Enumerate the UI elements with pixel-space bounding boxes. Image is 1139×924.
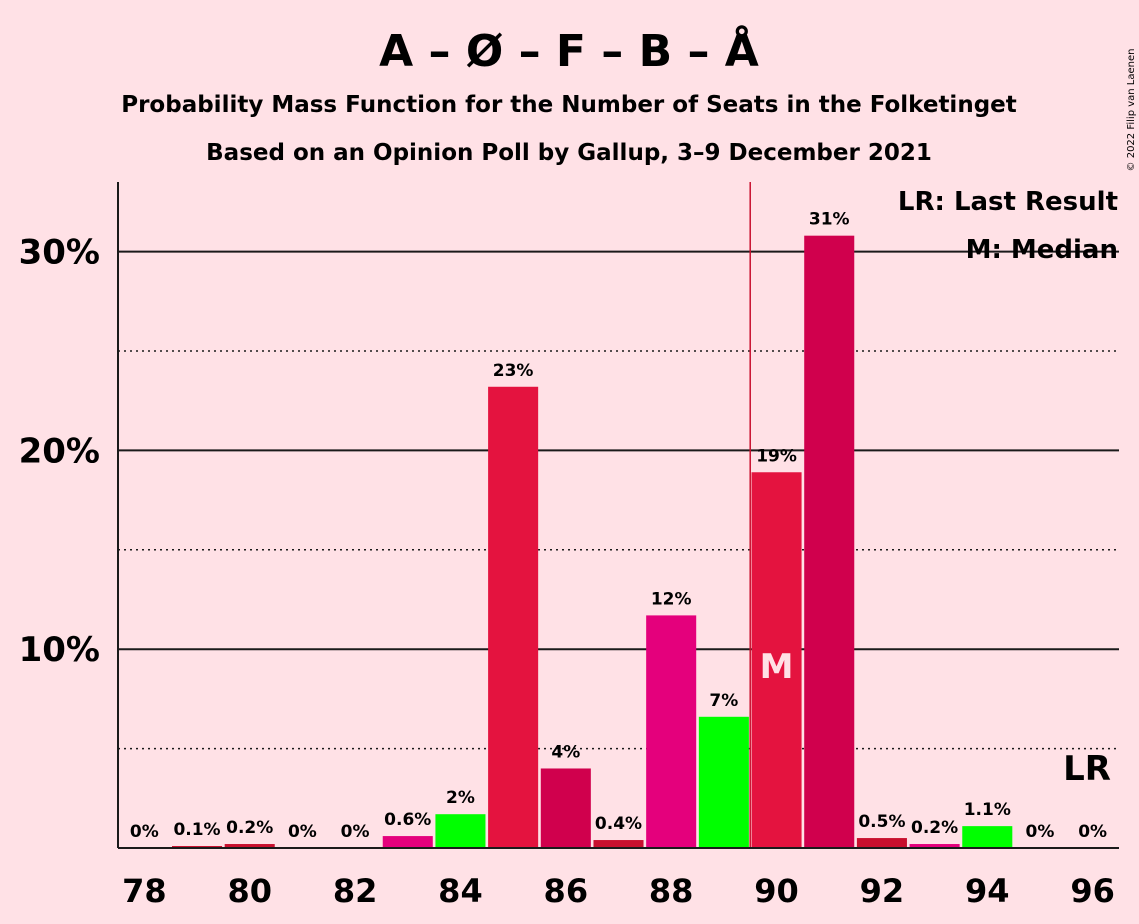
- chart-title: A – Ø – F – B – Å: [379, 24, 759, 77]
- markers: LR M: [749, 182, 1111, 848]
- data-label: 0%: [288, 822, 317, 842]
- data-label: 19%: [756, 446, 797, 466]
- data-label: 1.1%: [964, 800, 1011, 820]
- bar: [382, 836, 433, 848]
- legend-last-result: LR: Last Result: [898, 187, 1118, 217]
- bar: [698, 716, 749, 848]
- y-axis-ticks: 10% 20% 30%: [19, 233, 100, 671]
- bar: [488, 386, 539, 848]
- bar: [224, 844, 275, 848]
- legend-median: M: Median: [966, 235, 1118, 265]
- median-marker: M: [760, 647, 794, 687]
- x-axis-ticks: 78 80 82 84 86 88 90 92 94 96: [122, 872, 1115, 910]
- data-labels: 0% 0.1% 0.2% 0% 0% 0.6% 2% 23% 4% 0.4% 12% 7% 19% 31%…: [130, 210, 1107, 842]
- chart-subtitle-2: Based on an Opinion Poll by Gallup, 3–9 …: [206, 140, 932, 166]
- x-tick-label: 94: [965, 872, 1010, 910]
- gridlines: [118, 250, 1119, 750]
- x-tick-label: 90: [754, 872, 799, 910]
- x-tick-label: 92: [860, 872, 905, 910]
- bars: [172, 235, 1013, 848]
- bar: [435, 814, 486, 848]
- data-label: 4%: [551, 742, 580, 762]
- data-label: 2%: [446, 788, 475, 808]
- data-label: 0.1%: [173, 820, 220, 840]
- data-label: 12%: [651, 589, 692, 609]
- data-label: 0.5%: [858, 812, 905, 832]
- data-label: 7%: [709, 691, 738, 711]
- data-label: 23%: [493, 361, 534, 381]
- data-label: 0%: [1026, 822, 1055, 842]
- x-tick-label: 88: [649, 872, 694, 910]
- data-label: 0.4%: [595, 814, 642, 834]
- data-label: 0%: [130, 822, 159, 842]
- data-label: 0.2%: [911, 818, 958, 838]
- copyright-note: © 2022 Filip van Laenen: [1126, 49, 1137, 172]
- data-label: 0%: [341, 822, 370, 842]
- data-label: 0.6%: [384, 810, 431, 830]
- y-tick-label: 10%: [19, 630, 100, 670]
- x-tick-label: 96: [1070, 872, 1115, 910]
- data-label: 0%: [1078, 822, 1107, 842]
- x-tick-label: 78: [122, 872, 167, 910]
- x-tick-label: 84: [438, 872, 483, 910]
- bar: [962, 826, 1013, 848]
- bar: [856, 838, 907, 848]
- bar: [540, 768, 591, 848]
- x-tick-label: 86: [544, 872, 589, 910]
- x-tick-label: 80: [227, 872, 272, 910]
- chart-subtitle: Probability Mass Function for the Number…: [121, 92, 1017, 118]
- y-tick-label: 20%: [19, 431, 100, 471]
- y-tick-label: 30%: [19, 233, 100, 273]
- data-label: 0.2%: [226, 818, 273, 838]
- bar: [909, 844, 960, 848]
- bar: [646, 615, 697, 848]
- bar: [751, 472, 802, 848]
- last-result-label: LR: [1063, 749, 1111, 789]
- bar: [593, 840, 644, 848]
- data-label: 31%: [809, 210, 850, 230]
- x-tick-label: 82: [333, 872, 378, 910]
- bar: [804, 235, 855, 848]
